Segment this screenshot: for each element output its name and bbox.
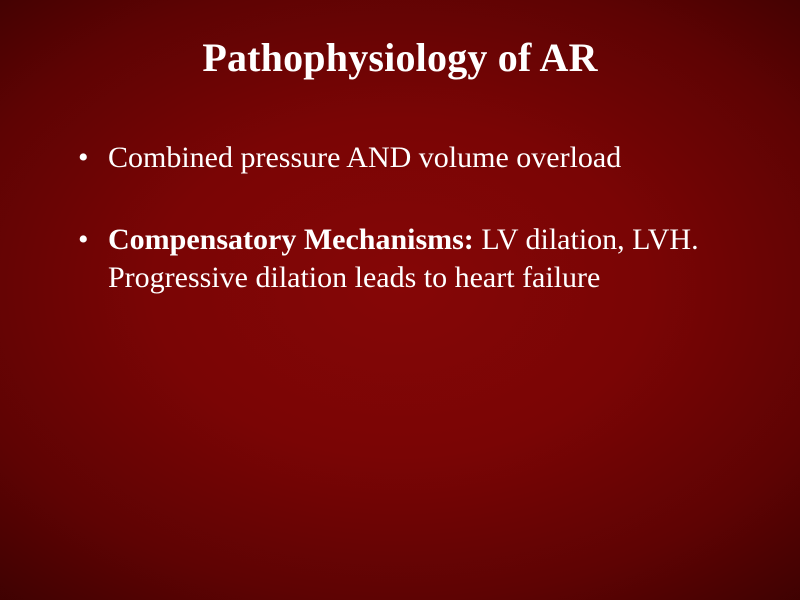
list-item-text: Compensatory Mechanisms: LV dilation, LV… <box>108 223 699 294</box>
text-run: Combined pressure AND volume overload <box>108 141 621 174</box>
slide-title: Pathophysiology of AR <box>0 34 800 81</box>
bullet-list: Combined pressure AND volume overload Co… <box>72 139 740 297</box>
slide-body: Combined pressure AND volume overload Co… <box>0 139 800 297</box>
text-run-bold: Compensatory Mechanisms: <box>108 223 474 256</box>
list-item: Combined pressure AND volume overload <box>72 139 740 177</box>
list-item: Compensatory Mechanisms: LV dilation, LV… <box>72 221 740 297</box>
slide: Pathophysiology of AR Combined pressure … <box>0 0 800 600</box>
list-item-text: Combined pressure AND volume overload <box>108 141 621 174</box>
